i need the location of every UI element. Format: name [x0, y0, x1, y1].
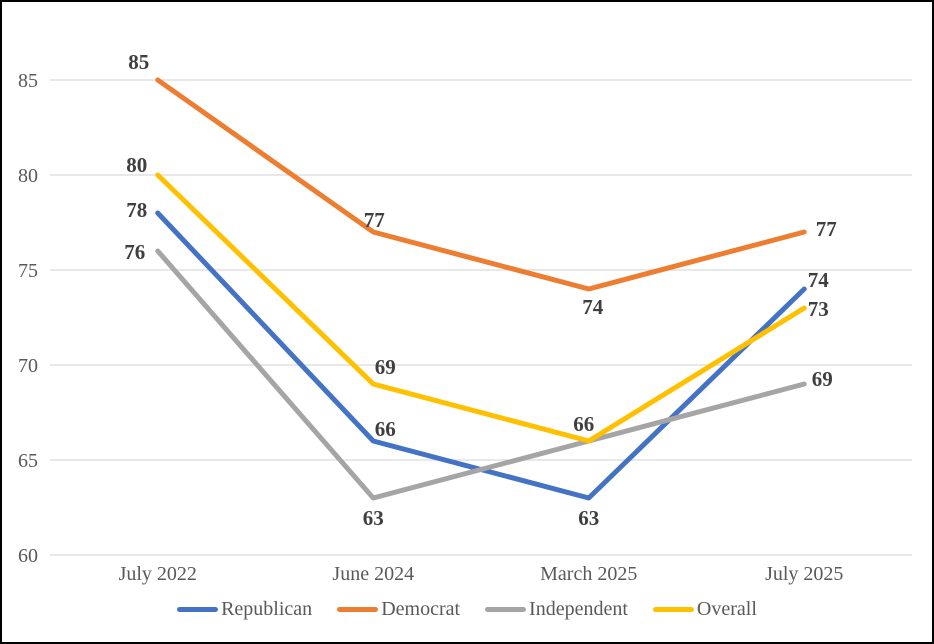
data-label-democrat-0: 85	[128, 50, 149, 74]
x-axis-label: July 2022	[119, 563, 197, 585]
y-tick-label: 75	[18, 260, 38, 282]
y-tick-label: 85	[18, 70, 38, 92]
data-label-overall-3: 73	[808, 297, 829, 321]
chart-legend: Republican Democrat Independent Overall	[2, 596, 932, 622]
legend-label-republican: Republican	[221, 598, 313, 620]
series-line-overall	[155, 172, 807, 444]
legend-item-democrat: Democrat	[337, 599, 460, 619]
data-label-independent-1: 63	[363, 506, 384, 530]
data-label-republican-2: 63	[578, 506, 599, 530]
legend-item-republican: Republican	[177, 599, 312, 619]
legend-label-democrat: Democrat	[381, 598, 461, 620]
data-label-overall-1: 69	[375, 355, 396, 379]
legend-swatch-democrat	[337, 606, 379, 612]
series-line-democrat	[155, 77, 807, 292]
y-tick-label: 80	[18, 165, 38, 187]
x-axis-label: March 2025	[540, 563, 637, 585]
data-label-democrat-3: 77	[816, 217, 837, 241]
y-tick-label: 60	[18, 545, 38, 567]
legend-item-overall: Overall	[652, 598, 757, 620]
series-line-independent	[155, 248, 807, 501]
data-label-democrat-1: 77	[364, 208, 385, 232]
legend-label-independent: Independent	[529, 598, 628, 620]
data-label-republican-1: 66	[375, 417, 396, 441]
data-label-overall-0: 80	[126, 153, 147, 177]
x-axis-label: June 2024	[332, 563, 414, 585]
y-tick-label: 65	[18, 450, 38, 472]
data-label-overall-2: 66	[573, 412, 594, 436]
x-axis-label: July 2025	[765, 563, 843, 585]
legend-swatch-overall	[652, 606, 694, 612]
legend-label-overall: Overall	[696, 598, 757, 620]
legend-swatch-republican	[177, 606, 219, 612]
legend-swatch-independent	[485, 606, 527, 612]
data-label-democrat-2: 74	[582, 295, 604, 319]
legend-item-independent: Independent	[485, 599, 628, 619]
data-label-republican-0: 78	[126, 198, 147, 222]
y-tick-label: 70	[18, 355, 38, 377]
data-label-republican-3: 74	[808, 268, 830, 292]
data-label-independent-3: 69	[812, 367, 833, 391]
data-label-independent-0: 76	[124, 240, 145, 264]
